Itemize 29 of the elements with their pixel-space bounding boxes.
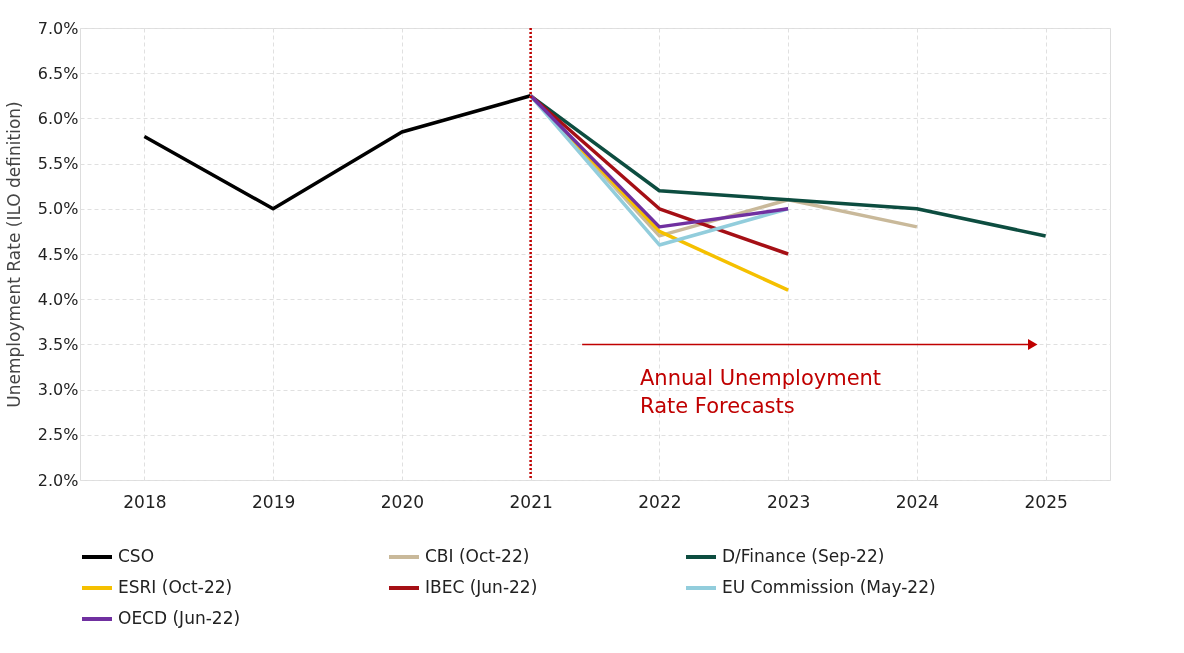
y-tick-label: 2.0% (37, 470, 79, 490)
x-tick-label: 2022 (638, 491, 682, 512)
y-tick-label: 3.5% (37, 334, 79, 354)
legend-label: D/Finance (Sep-22) (722, 546, 885, 566)
y-axis-title: Unemployment Rate (ILO definition) (3, 101, 24, 408)
line-series (142, 94, 533, 211)
x-tick-label: 2025 (1024, 491, 1068, 512)
y-tick-label: 4.5% (37, 244, 79, 264)
y-tick-label: 6.0% (37, 108, 79, 128)
x-tick-label: 2023 (766, 491, 811, 512)
y-tick-label: 3.0% (37, 380, 79, 400)
y-tick-label: 4.0% (37, 289, 79, 309)
y-tick-label: 6.5% (37, 63, 79, 83)
legend-label: CSO (118, 546, 155, 566)
x-tick-label: 2020 (380, 491, 425, 512)
annotation: Annual Unemployment Rate Forecasts (640, 366, 882, 418)
y-tick-label: 5.5% (37, 154, 79, 174)
x-tick-label: 2019 (251, 491, 296, 512)
y-tick-label: 5.0% (37, 199, 79, 219)
y-tick-label: 7.0% (37, 18, 79, 38)
legend-label: ESRI (Oct-22) (118, 577, 233, 597)
x-tick-label: 2021 (509, 491, 553, 512)
legend-label: IBEC (Jun-22) (425, 577, 538, 597)
legend-label: CBI (Oct-22) (425, 546, 530, 566)
y-tick-label: 2.5% (37, 425, 79, 445)
legend-label: OECD (Jun-22) (118, 608, 241, 628)
x-tick-label: 2024 (895, 491, 940, 512)
legend-label: EU Commission (May-22) (722, 577, 936, 597)
x-tick-label: 2018 (123, 491, 167, 512)
